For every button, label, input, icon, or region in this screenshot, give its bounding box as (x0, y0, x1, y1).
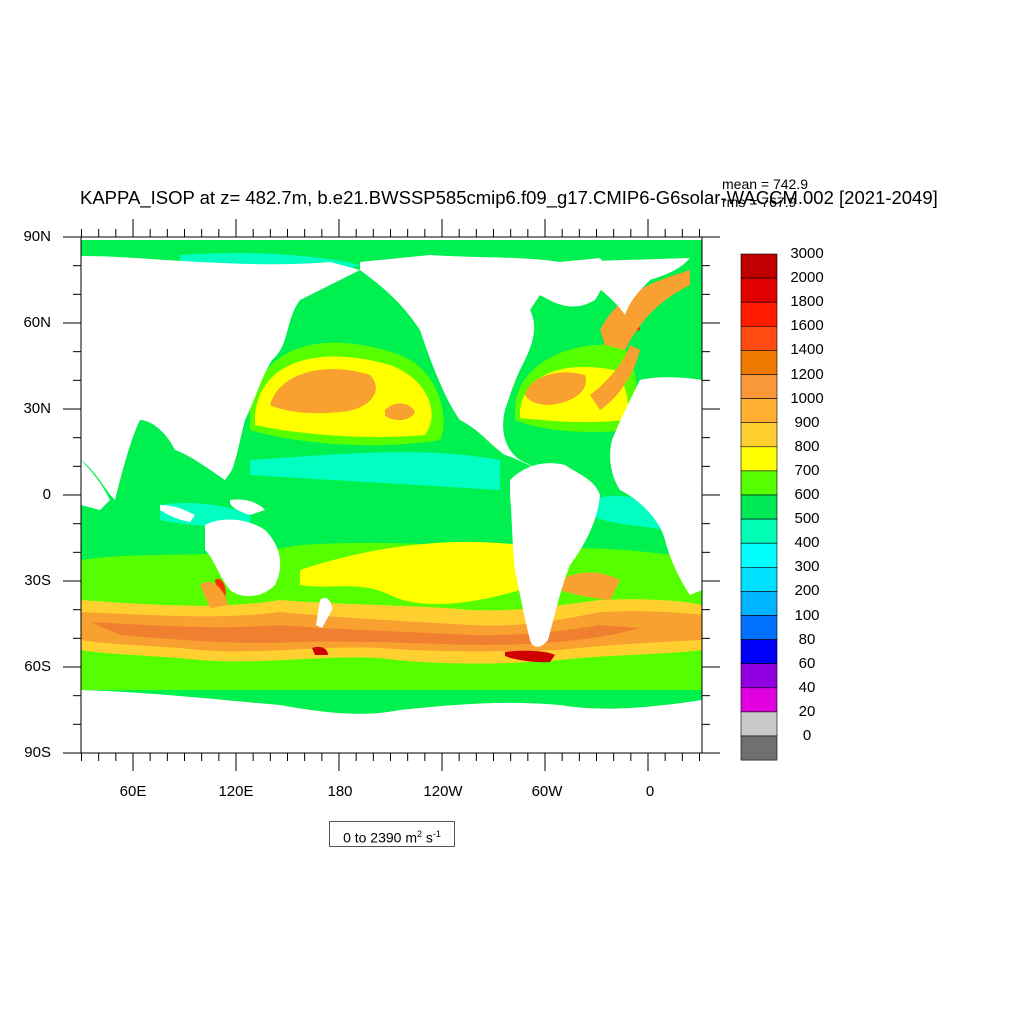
band-600-tropics (250, 452, 500, 490)
land-arctic-edge (81, 237, 702, 240)
colorbar-label: 1600 (790, 317, 824, 335)
colorbar-swatch (740, 398, 778, 424)
band-800-spacific (300, 541, 520, 605)
land-southamerica (510, 463, 600, 647)
colorbar-label: 1000 (790, 389, 824, 407)
colorbar-label: 800 (794, 437, 820, 455)
land-antarctica (81, 690, 702, 716)
mean-statistic: mean = 742.9 (722, 176, 809, 192)
colorbar-label: 60 (798, 654, 816, 672)
colorbar-label: 0 (802, 727, 812, 744)
land-greenland (560, 258, 690, 315)
colorbar-label: 20 (798, 702, 816, 720)
colorbar-swatch (740, 615, 778, 640)
lon-label-60w: 60W (531, 783, 563, 800)
axis-ticks (63, 219, 720, 771)
plot-title: KAPPA_ISOP at z= 482.7m, b.e21.BWSSP585c… (80, 187, 938, 208)
colorbar-swatch (740, 663, 778, 689)
colorbar-swatch (740, 422, 778, 448)
colorbar-swatch (740, 687, 778, 713)
colorbar-swatch (740, 446, 778, 472)
colorbar-label: 500 (794, 510, 820, 528)
land-australia (205, 519, 281, 597)
value-range-box: 0 to 2390 m2 s-1 (329, 821, 455, 847)
rms-statistic: rms = 767.9 (722, 194, 797, 210)
range-sup-squared: 2 (417, 829, 423, 839)
lat-label-60s: 60S (24, 658, 51, 675)
lon-label-60e: 60E (119, 783, 147, 800)
colorbar-swatch (740, 350, 778, 375)
colorbar-label: 1400 (790, 341, 824, 359)
range-sup-inverse: -1 (432, 829, 441, 839)
colorbar-swatch (740, 735, 778, 761)
colorbar-label: 100 (794, 606, 820, 624)
colorbar-label: 80 (798, 630, 816, 648)
lat-label-30n: 30N (23, 400, 51, 417)
land-asia (81, 256, 360, 500)
colorbar-label: 2000 (790, 269, 824, 287)
band-1200-nspot (385, 403, 415, 421)
land-masses (81, 237, 702, 716)
colorbar-swatch (740, 494, 778, 520)
band-1200-brazil (560, 572, 620, 600)
band-1200-labrador (600, 270, 690, 350)
band-1200-npacific (270, 369, 376, 414)
colorbar-swatch (740, 470, 778, 496)
colorbar-label: 900 (794, 413, 820, 431)
lon-label-120e: 120E (218, 783, 254, 800)
range-prefix: 0 to 2390 m (343, 829, 417, 846)
band-2000-drake (505, 650, 555, 663)
colorbar-swatch (740, 711, 778, 737)
colorbar-swatch (740, 374, 778, 399)
colorbar-label: 1800 (790, 293, 824, 311)
colorbar-label: 40 (798, 678, 816, 696)
colorbar-swatch (740, 639, 778, 664)
land-africa (610, 377, 702, 595)
lat-label-90n: 90N (23, 228, 51, 245)
lat-label-0: 0 (42, 486, 51, 503)
colorbar-swatch (740, 591, 778, 616)
colorbar-swatch (740, 518, 778, 544)
colorbar-label: 400 (794, 534, 820, 552)
band-1200-natlantic (525, 372, 586, 405)
band-1200-gulfstream (590, 345, 640, 410)
band-2000-nz (312, 646, 328, 655)
colorbar-label: 600 (794, 486, 820, 503)
colorbar-swatch (740, 253, 778, 279)
band-1200-agulhas (200, 581, 228, 608)
colorbar-label: 200 (794, 582, 820, 600)
colorbar-label: 1200 (790, 365, 824, 383)
land-indonesia (160, 505, 195, 522)
range-mid: s (422, 829, 433, 846)
land-northamerica (360, 255, 606, 478)
land-newguinea (230, 499, 265, 515)
band-1400-acc (90, 622, 640, 645)
colorbar-swatch (740, 277, 778, 303)
colorbar-label: 700 (794, 461, 820, 479)
colorbar-swatch (740, 325, 778, 351)
lat-label-30s: 30S (24, 572, 51, 589)
land-newzealand (316, 598, 332, 628)
colorbar-swatch (740, 301, 778, 327)
colorbar-label: 300 (794, 558, 820, 576)
lon-label-180: 180 (327, 783, 353, 800)
land-europe (81, 405, 110, 510)
colorbar-label: 3000 (790, 245, 824, 262)
lon-label-120w: 120W (423, 783, 463, 800)
colorbar-swatch (740, 566, 778, 592)
colorbar-swatch (740, 542, 778, 568)
lon-label-0: 0 (645, 783, 655, 800)
lat-label-90s: 90S (24, 744, 51, 761)
colorbar (740, 253, 778, 761)
lat-label-60n: 60N (23, 314, 51, 331)
